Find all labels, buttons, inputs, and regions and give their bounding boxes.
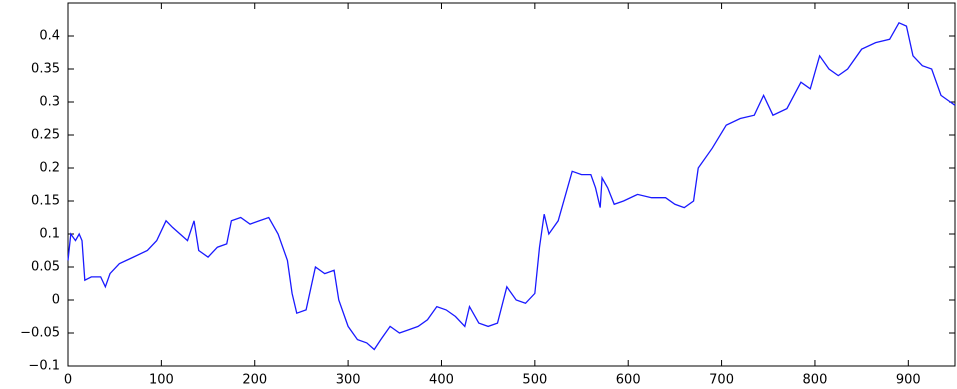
x-tick-label: 500 [522, 373, 547, 388]
x-tick-label: 800 [803, 373, 828, 388]
y-tick-label: 0.25 [31, 128, 60, 143]
y-tick-label: 0 [52, 293, 60, 308]
y-tick-label: 0.15 [31, 194, 60, 209]
x-tick-label: 900 [896, 373, 921, 388]
x-tick-label: 600 [616, 373, 641, 388]
x-tick-label: 400 [429, 373, 454, 388]
x-tick-label: 200 [242, 373, 267, 388]
y-tick-label: 0.2 [39, 161, 60, 176]
y-tick-label: 0.3 [39, 95, 60, 110]
x-tick-label: 700 [709, 373, 734, 388]
x-tick-label: 0 [64, 373, 72, 388]
y-tick-label: 0.35 [31, 62, 60, 77]
y-tick-label: 0.4 [39, 29, 60, 44]
y-tick-label: −0.05 [20, 326, 60, 341]
x-tick-label: 300 [336, 373, 361, 388]
y-tick-label: −0.1 [28, 359, 60, 374]
y-tick-label: 0.05 [31, 260, 60, 275]
plot-frame [67, 2, 956, 367]
y-tick-label: 0.1 [39, 227, 60, 242]
x-tick-label: 100 [149, 373, 174, 388]
data-line [67, 21, 956, 351]
